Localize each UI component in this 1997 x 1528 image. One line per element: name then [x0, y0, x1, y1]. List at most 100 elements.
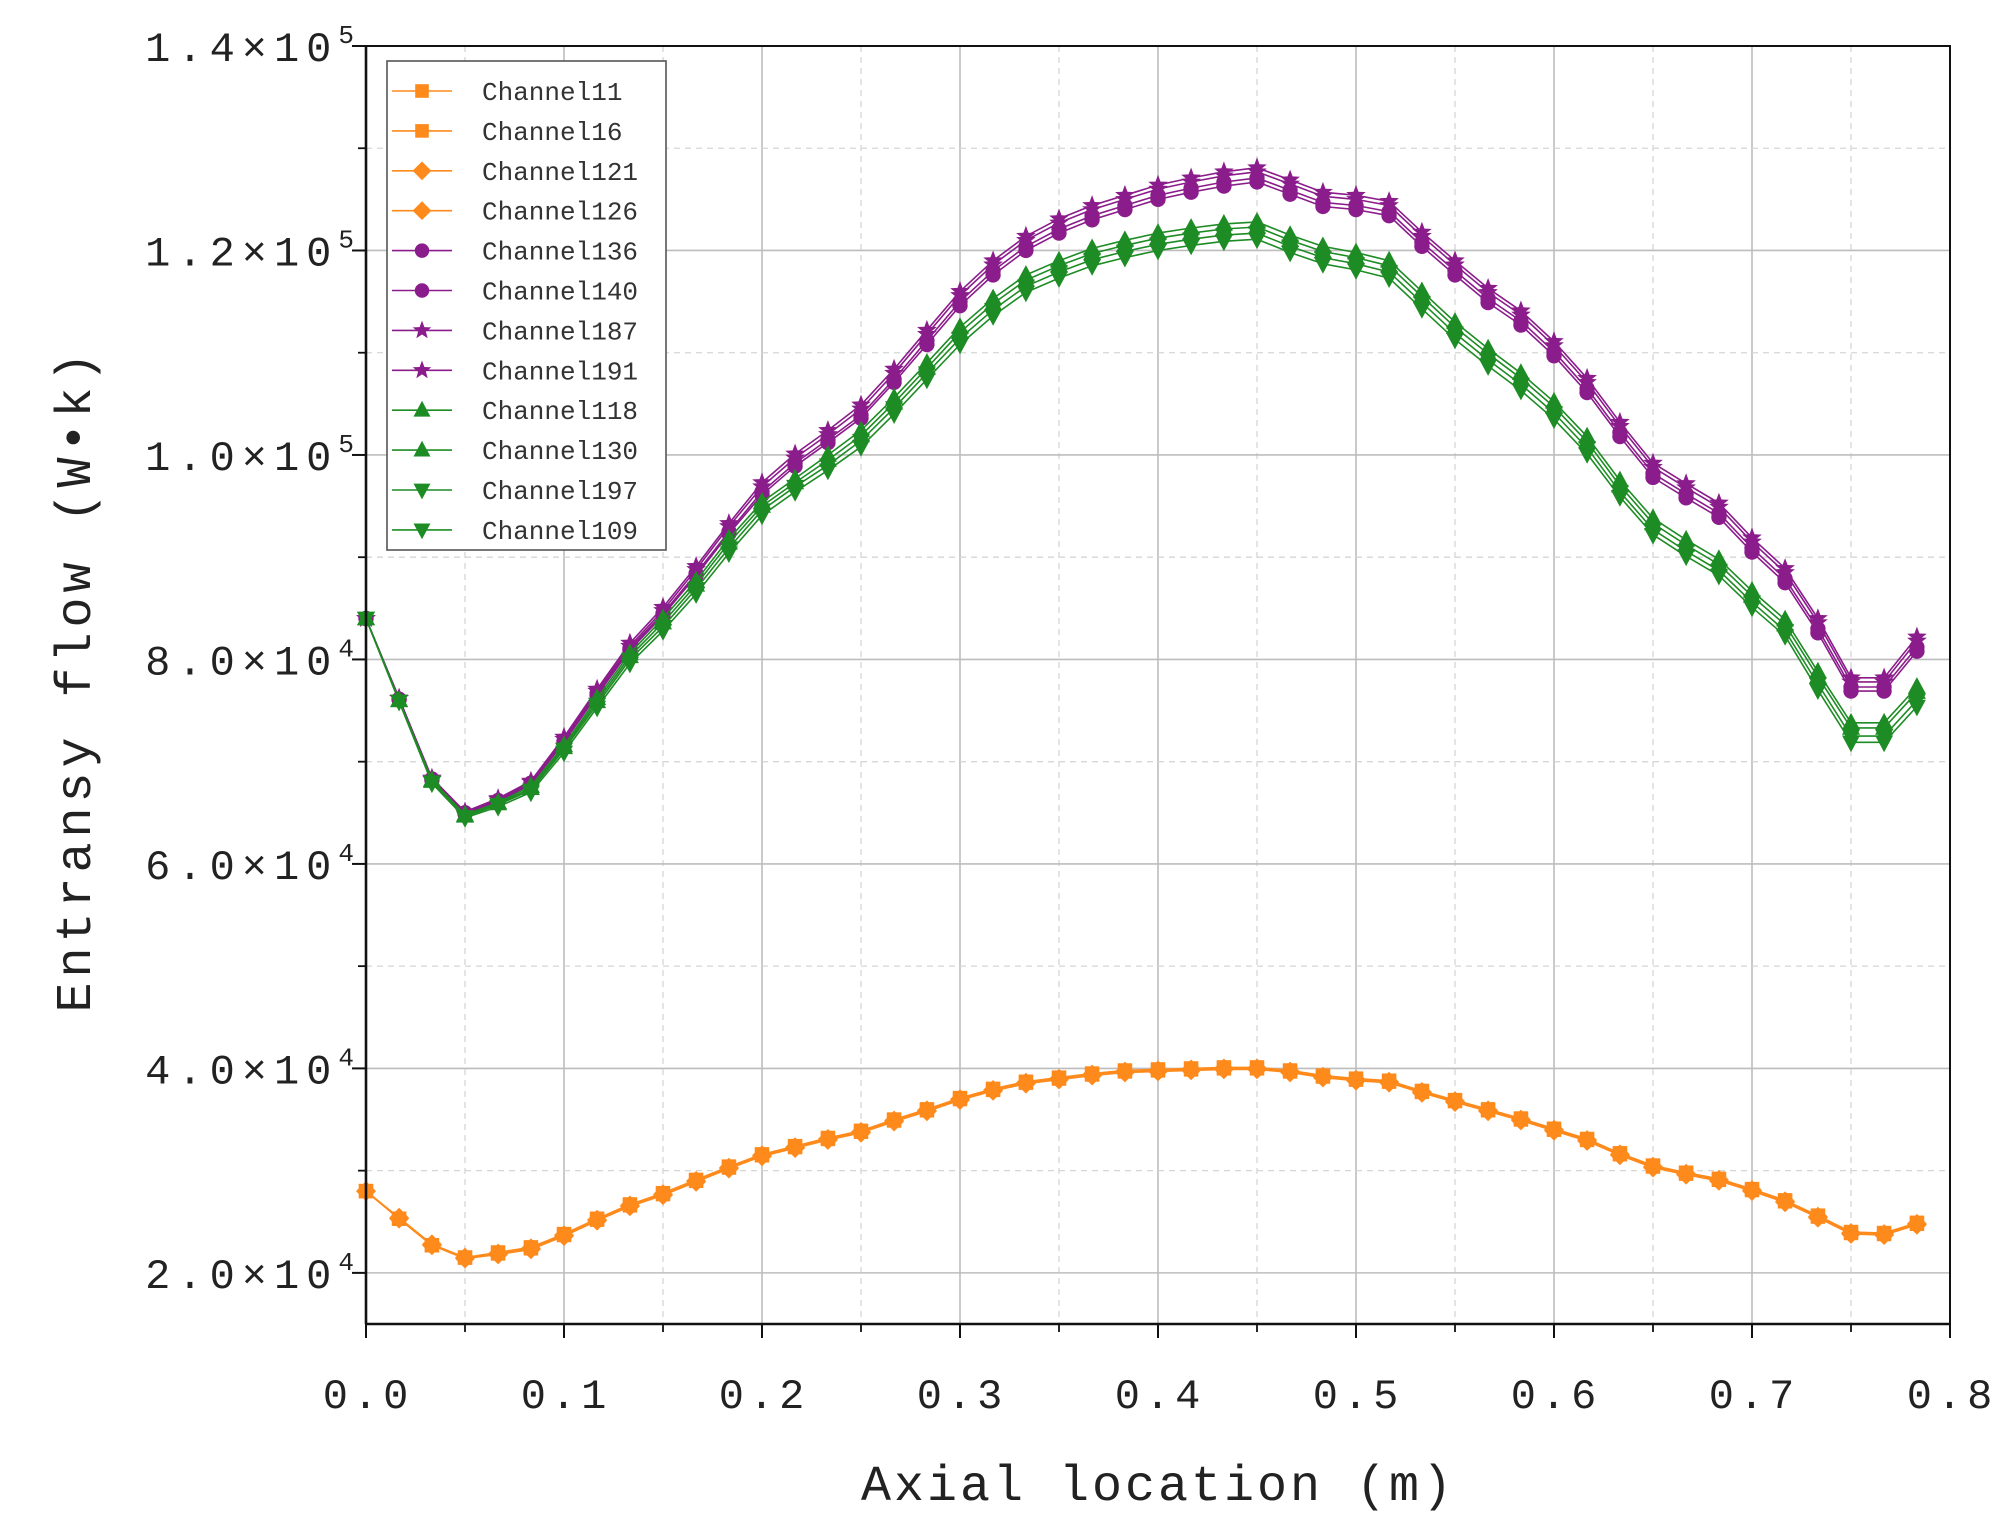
point-channel191-26	[1214, 161, 1234, 181]
point-channel109-37	[1578, 447, 1597, 464]
point-channel191-32	[1412, 221, 1432, 241]
point-channel109-22	[1083, 259, 1102, 276]
point-channel109-44	[1808, 683, 1827, 700]
x-tick-label-7: 0.7	[1709, 1373, 1800, 1421]
point-channel126-29	[1313, 1066, 1333, 1087]
point-channel109-46	[1875, 735, 1894, 753]
point-channel126-44	[1808, 1206, 1828, 1227]
legend-label-channel197: Channel197	[482, 477, 638, 507]
point-channel126-43	[1775, 1191, 1795, 1212]
point-channel109-21	[1050, 271, 1068, 288]
point-channel126-34	[1478, 1100, 1498, 1121]
point-channel109-32	[1412, 302, 1431, 319]
point-channel109-40	[1677, 549, 1696, 567]
legend: Channel11 Channel16 Channel121 Channel126 Ch…	[386, 60, 667, 551]
point-channel126-31	[1379, 1071, 1399, 1092]
point-channel191-28	[1280, 169, 1300, 189]
point-channel126-21	[1049, 1068, 1069, 1089]
series-channel109	[357, 232, 1926, 828]
point-channel109-25	[1182, 238, 1201, 256]
point-channel109-6	[555, 745, 573, 763]
y-tick-label-exponent-6: 5	[338, 21, 354, 51]
point-channel191-37	[1577, 367, 1597, 387]
point-channel126-23	[1115, 1061, 1135, 1082]
point-channel109-15	[852, 440, 870, 457]
y-tick-label-mantissa-4: 1.0×10	[145, 435, 338, 483]
point-channel126-38	[1610, 1144, 1630, 1165]
point-channel191-13	[785, 443, 805, 463]
x-tick-label-2: 0.2	[719, 1373, 810, 1421]
y-tick-label-2: 6.0×104	[145, 839, 354, 892]
point-channel126-13	[785, 1137, 805, 1157]
point-channel191-25	[1181, 167, 1201, 187]
y-tick-label-mantissa-0: 2.0×10	[145, 1253, 338, 1301]
point-channel109-11	[719, 546, 738, 563]
point-channel109-17	[917, 372, 936, 390]
point-channel126-10	[686, 1171, 706, 1191]
point-channel191-17	[917, 319, 937, 339]
legend-marker-channel109	[413, 523, 431, 540]
x-tick-label-8: 0.8	[1907, 1373, 1997, 1421]
point-channel126-22	[1082, 1064, 1102, 1085]
point-channel191-45	[1841, 667, 1861, 687]
point-channel126-7	[587, 1209, 607, 1230]
x-tick-label-1: 0.1	[521, 1373, 612, 1421]
point-channel126-45	[1841, 1223, 1861, 1243]
point-channel109-16	[885, 407, 904, 424]
legend-entry-channel126: Channel126	[392, 198, 638, 228]
y-tick-label-1: 4.0×104	[145, 1043, 354, 1096]
x-tick-label-4: 0.4	[1115, 1373, 1206, 1421]
point-channel126-9	[653, 1184, 673, 1205]
legend-marker-channel136	[414, 243, 430, 258]
point-channel109-36	[1545, 412, 1563, 430]
point-channel191-42	[1742, 527, 1762, 547]
point-channel109-39	[1644, 528, 1662, 545]
y-tick-label-exponent-0: 4	[338, 1248, 354, 1278]
point-channel191-8	[620, 632, 640, 652]
y-tick-label-3: 8.0×104	[145, 634, 354, 687]
series-group	[356, 157, 1927, 1269]
x-axis-label: Axial location (m)	[861, 1459, 1455, 1516]
y-tick-label-exponent-2: 4	[338, 839, 354, 869]
point-channel191-10	[686, 556, 706, 575]
legend-entry-channel121: Channel121	[392, 158, 638, 188]
point-channel126-37	[1577, 1130, 1597, 1150]
point-channel109-20	[1016, 285, 1035, 303]
point-channel126-11	[719, 1157, 739, 1178]
y-tick-label-exponent-3: 4	[338, 634, 354, 664]
point-channel126-14	[818, 1129, 838, 1149]
point-channel191-35	[1511, 300, 1531, 320]
point-channel191-38	[1610, 411, 1630, 431]
point-channel126-25	[1181, 1059, 1201, 1080]
point-channel191-41	[1709, 492, 1729, 512]
point-channel126-16	[884, 1110, 904, 1131]
legend-label-channel121: Channel121	[482, 158, 638, 188]
legend-label-channel187: Channel187	[482, 317, 638, 347]
legend-marker-channel121	[412, 161, 432, 181]
legend-marker-channel187	[412, 320, 432, 339]
y-tick-label-exponent-1: 4	[338, 1043, 354, 1073]
point-channel191-44	[1808, 608, 1828, 627]
point-channel109-7	[588, 700, 607, 718]
legend-entry-channel109: Channel109	[392, 517, 638, 547]
y-tick-label-0: 2.0×104	[145, 1248, 354, 1301]
point-channel191-43	[1775, 558, 1795, 577]
point-channel126-46	[1874, 1224, 1894, 1244]
point-channel191-46	[1874, 667, 1894, 687]
point-channel126-47	[1907, 1213, 1927, 1234]
y-tick-label-6: 1.4×105	[145, 21, 354, 74]
point-channel126-28	[1280, 1061, 1300, 1082]
point-channel109-1	[390, 694, 409, 712]
legend-label-channel118: Channel118	[482, 397, 638, 427]
point-channel126-20	[1016, 1072, 1036, 1093]
y-tick-label-mantissa-1: 4.0×10	[145, 1048, 338, 1096]
point-channel126-5	[521, 1238, 541, 1259]
legend-entry-channel11: Channel11	[392, 78, 622, 108]
axes: 0.0 0.1 0.2 0.3 0.4 0.5 0.6 0.7 0.82.0×1044.0×10…	[145, 21, 1997, 1421]
point-channel191-14	[818, 420, 838, 439]
point-channel109-28	[1281, 245, 1300, 263]
legend-entry-channel187: Channel187	[392, 317, 638, 347]
point-channel109-43	[1776, 629, 1795, 646]
point-channel126-32	[1412, 1082, 1432, 1102]
